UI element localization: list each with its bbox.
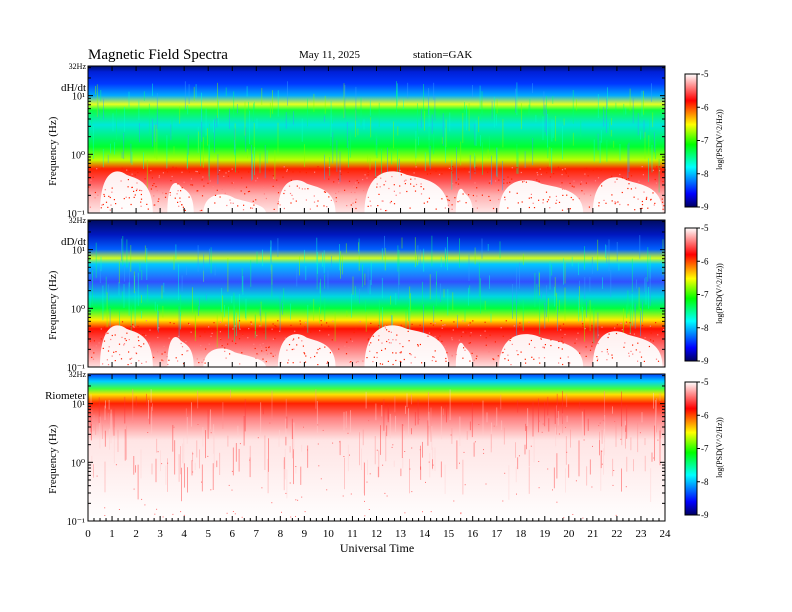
panel-1: 10¹ 10⁰ 10⁻¹ 32Hz dH/dt Frequency (Hz) -5 -6 -7 -…	[47, 62, 724, 220]
y-tick-label: 10¹	[72, 400, 85, 411]
y-tick-label: 10¹	[72, 92, 85, 103]
colorbar-label: log(PSD(V^2/Hz))	[715, 417, 724, 478]
colorbar-tick-label: -5	[701, 377, 709, 387]
x-tick-label: 13	[395, 528, 407, 540]
colorbar-tick-label: -8	[701, 169, 709, 179]
x-tick-label: 11	[347, 528, 358, 540]
x-tick-label: 19	[539, 528, 551, 540]
y-tick-label: 10⁰	[71, 150, 85, 161]
x-tick-label: 15	[443, 528, 455, 540]
panel-name: dD/dt	[61, 236, 86, 248]
top-frequency-label: 32Hz	[69, 216, 87, 225]
panel-3: 10¹ 10⁰ 10⁻¹ 32Hz Riometer Frequency (Hz) -5 -6…	[45, 370, 724, 528]
x-tick-label: 20	[563, 528, 575, 540]
x-tick-label: 1	[109, 528, 115, 540]
y-tick-label: 10⁰	[71, 304, 85, 315]
top-frequency-label: 32Hz	[69, 62, 87, 71]
colorbar-tick-label: -9	[701, 202, 709, 212]
x-tick-label: 16	[467, 528, 479, 540]
x-tick-label: 10	[323, 528, 335, 540]
colorbar-label: log(PSD(V^2/Hz))	[715, 263, 724, 324]
x-tick-label: 21	[587, 528, 598, 540]
y-tick-label: 10¹	[72, 246, 85, 257]
x-tick-label: 17	[491, 528, 503, 540]
figure-title: Magnetic Field Spectra	[88, 47, 228, 63]
y-axis-label: Frequency (Hz)	[47, 116, 59, 186]
date-label: May 11, 2025	[299, 49, 361, 61]
colorbar-tick-label: -5	[701, 223, 709, 233]
x-tick-label: 22	[611, 528, 622, 540]
colorbar-tick-label: -6	[701, 410, 709, 420]
y-axis-label: Frequency (Hz)	[47, 424, 59, 494]
panel-name: dH/dt	[61, 82, 86, 94]
x-tick-label: 4	[181, 528, 187, 540]
x-tick-label: 3	[157, 528, 163, 540]
panel-name: Riometer	[45, 390, 86, 402]
y-tick-label: 10⁻¹	[67, 517, 85, 528]
colorbar-tick-label: -7	[701, 136, 709, 146]
colorbar-tick-label: -9	[701, 510, 709, 520]
x-axis-label: Universal Time	[340, 541, 414, 555]
colorbar-1	[684, 73, 698, 208]
x-tick-label: 7	[254, 528, 260, 540]
top-frequency-label: 32Hz	[69, 370, 87, 379]
colorbar-tick-label: -8	[701, 323, 709, 333]
y-axis-label: Frequency (Hz)	[47, 270, 59, 340]
colorbar-2	[684, 227, 698, 362]
colorbar-tick-label: -6	[701, 102, 709, 112]
colorbar-tick-label: -7	[701, 444, 709, 454]
colorbar-tick-label: -6	[701, 256, 709, 266]
x-tick-label: 6	[230, 528, 236, 540]
x-tick-label: 8	[278, 528, 284, 540]
x-tick-label: 9	[302, 528, 308, 540]
colorbar-tick-label: -8	[701, 477, 709, 487]
panel-2: 10¹ 10⁰ 10⁻¹ 32Hz dD/dt Frequency (Hz) -5 -6 -7 -…	[47, 216, 724, 374]
x-tick-label: 14	[419, 528, 431, 540]
x-tick-label: 12	[371, 528, 382, 540]
x-axis: 0 1 2 3 4 5 6 7 8 9 10 11 12 13 14 15 16 17 18 19 20 21 22 23 24	[85, 66, 671, 540]
x-tick-label: 5	[205, 528, 211, 540]
y-tick-label: 10⁰	[71, 458, 85, 469]
colorbar-tick-label: -7	[701, 290, 709, 300]
colorbar-3	[684, 381, 698, 516]
x-tick-label: 24	[660, 528, 672, 540]
colorbar-label: log(PSD(V^2/Hz))	[715, 109, 724, 170]
colorbar-tick-label: -5	[701, 69, 709, 79]
x-tick-label: 23	[635, 528, 647, 540]
y-tick-label: 10⁻¹	[67, 209, 85, 220]
y-tick-label: 10⁻¹	[67, 363, 85, 374]
station-label: station=GAK	[413, 49, 472, 61]
colorbar-tick-label: -9	[701, 356, 709, 366]
x-tick-label: 0	[85, 528, 91, 540]
x-tick-label: 18	[515, 528, 527, 540]
x-tick-label: 2	[133, 528, 139, 540]
